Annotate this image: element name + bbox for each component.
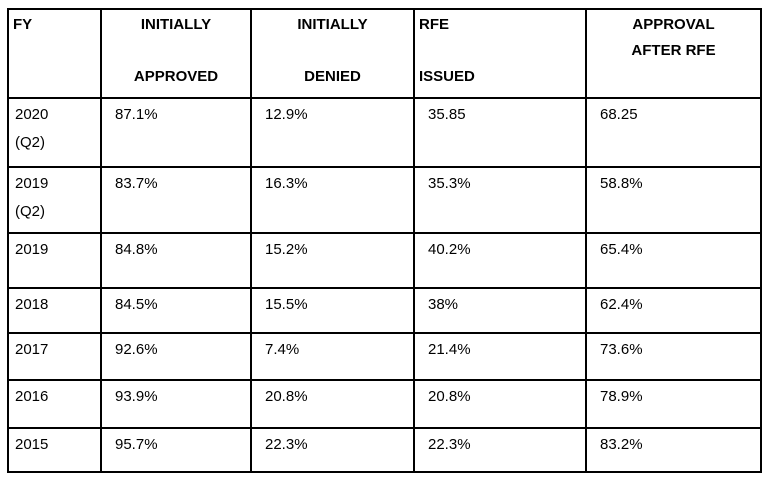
table-row: 2019 (Q2) 83.7% 16.3% 35.3% 58.8% — [7, 166, 762, 234]
cell-approval-after-rfe: 58.8% — [585, 166, 762, 234]
cell-rfe-issued: 35.85 — [413, 97, 587, 168]
header-cell-rfe-issued: RFE ISSUED — [413, 8, 587, 99]
cell-approval-after-rfe: 83.2% — [585, 427, 762, 473]
cell-approval-after-rfe: 68.25 — [585, 97, 762, 168]
cell-approval-after-rfe: 78.9% — [585, 379, 762, 429]
table-row: 2016 93.9% 20.8% 20.8% 78.9% — [7, 379, 762, 429]
cell-rfe-issued: 38% — [413, 287, 587, 334]
header-cell-approval-after-rfe: APPROVAL AFTER RFE — [585, 8, 762, 99]
table-row: 2019 84.8% 15.2% 40.2% 65.4% — [7, 232, 762, 289]
cell-fy: 2017 — [7, 332, 102, 381]
cell-initially-denied: 20.8% — [250, 379, 415, 429]
cell-fy: 2015 — [7, 427, 102, 473]
table-container: FY INITIALLY APPROVED INITIALLY DENIED R… — [7, 8, 769, 473]
cell-rfe-issued: 21.4% — [413, 332, 587, 381]
cell-initially-approved: 95.7% — [100, 427, 252, 473]
cell-fy: 2019 (Q2) — [7, 166, 102, 234]
cell-fy: 2018 — [7, 287, 102, 334]
header-cell-initially-approved: INITIALLY APPROVED — [100, 8, 252, 99]
header-cell-initially-denied: INITIALLY DENIED — [250, 8, 415, 99]
cell-fy: 2020 (Q2) — [7, 97, 102, 168]
cell-fy: 2016 — [7, 379, 102, 429]
cell-initially-denied: 12.9% — [250, 97, 415, 168]
cell-approval-after-rfe: 65.4% — [585, 232, 762, 289]
header-row: FY INITIALLY APPROVED INITIALLY DENIED R… — [7, 8, 762, 99]
cell-initially-approved: 93.9% — [100, 379, 252, 429]
cell-initially-denied: 22.3% — [250, 427, 415, 473]
cell-initially-approved: 84.5% — [100, 287, 252, 334]
fy-statistics-table: FY INITIALLY APPROVED INITIALLY DENIED R… — [7, 8, 762, 473]
cell-rfe-issued: 40.2% — [413, 232, 587, 289]
cell-initially-approved: 84.8% — [100, 232, 252, 289]
cell-rfe-issued: 20.8% — [413, 379, 587, 429]
cell-initially-approved: 87.1% — [100, 97, 252, 168]
cell-initially-denied: 15.5% — [250, 287, 415, 334]
header-cell-fy: FY — [7, 8, 102, 99]
cell-initially-approved: 83.7% — [100, 166, 252, 234]
table-row: 2015 95.7% 22.3% 22.3% 83.2% — [7, 427, 762, 473]
table-row: 2018 84.5% 15.5% 38% 62.4% — [7, 287, 762, 334]
cell-rfe-issued: 35.3% — [413, 166, 587, 234]
table-row: 2017 92.6% 7.4% 21.4% 73.6% — [7, 332, 762, 381]
cell-initially-denied: 16.3% — [250, 166, 415, 234]
cell-initially-denied: 7.4% — [250, 332, 415, 381]
cell-fy: 2019 — [7, 232, 102, 289]
cell-rfe-issued: 22.3% — [413, 427, 587, 473]
cell-initially-approved: 92.6% — [100, 332, 252, 381]
cell-approval-after-rfe: 73.6% — [585, 332, 762, 381]
cell-approval-after-rfe: 62.4% — [585, 287, 762, 334]
cell-initially-denied: 15.2% — [250, 232, 415, 289]
table-row: 2020 (Q2) 87.1% 12.9% 35.85 68.25 — [7, 97, 762, 168]
